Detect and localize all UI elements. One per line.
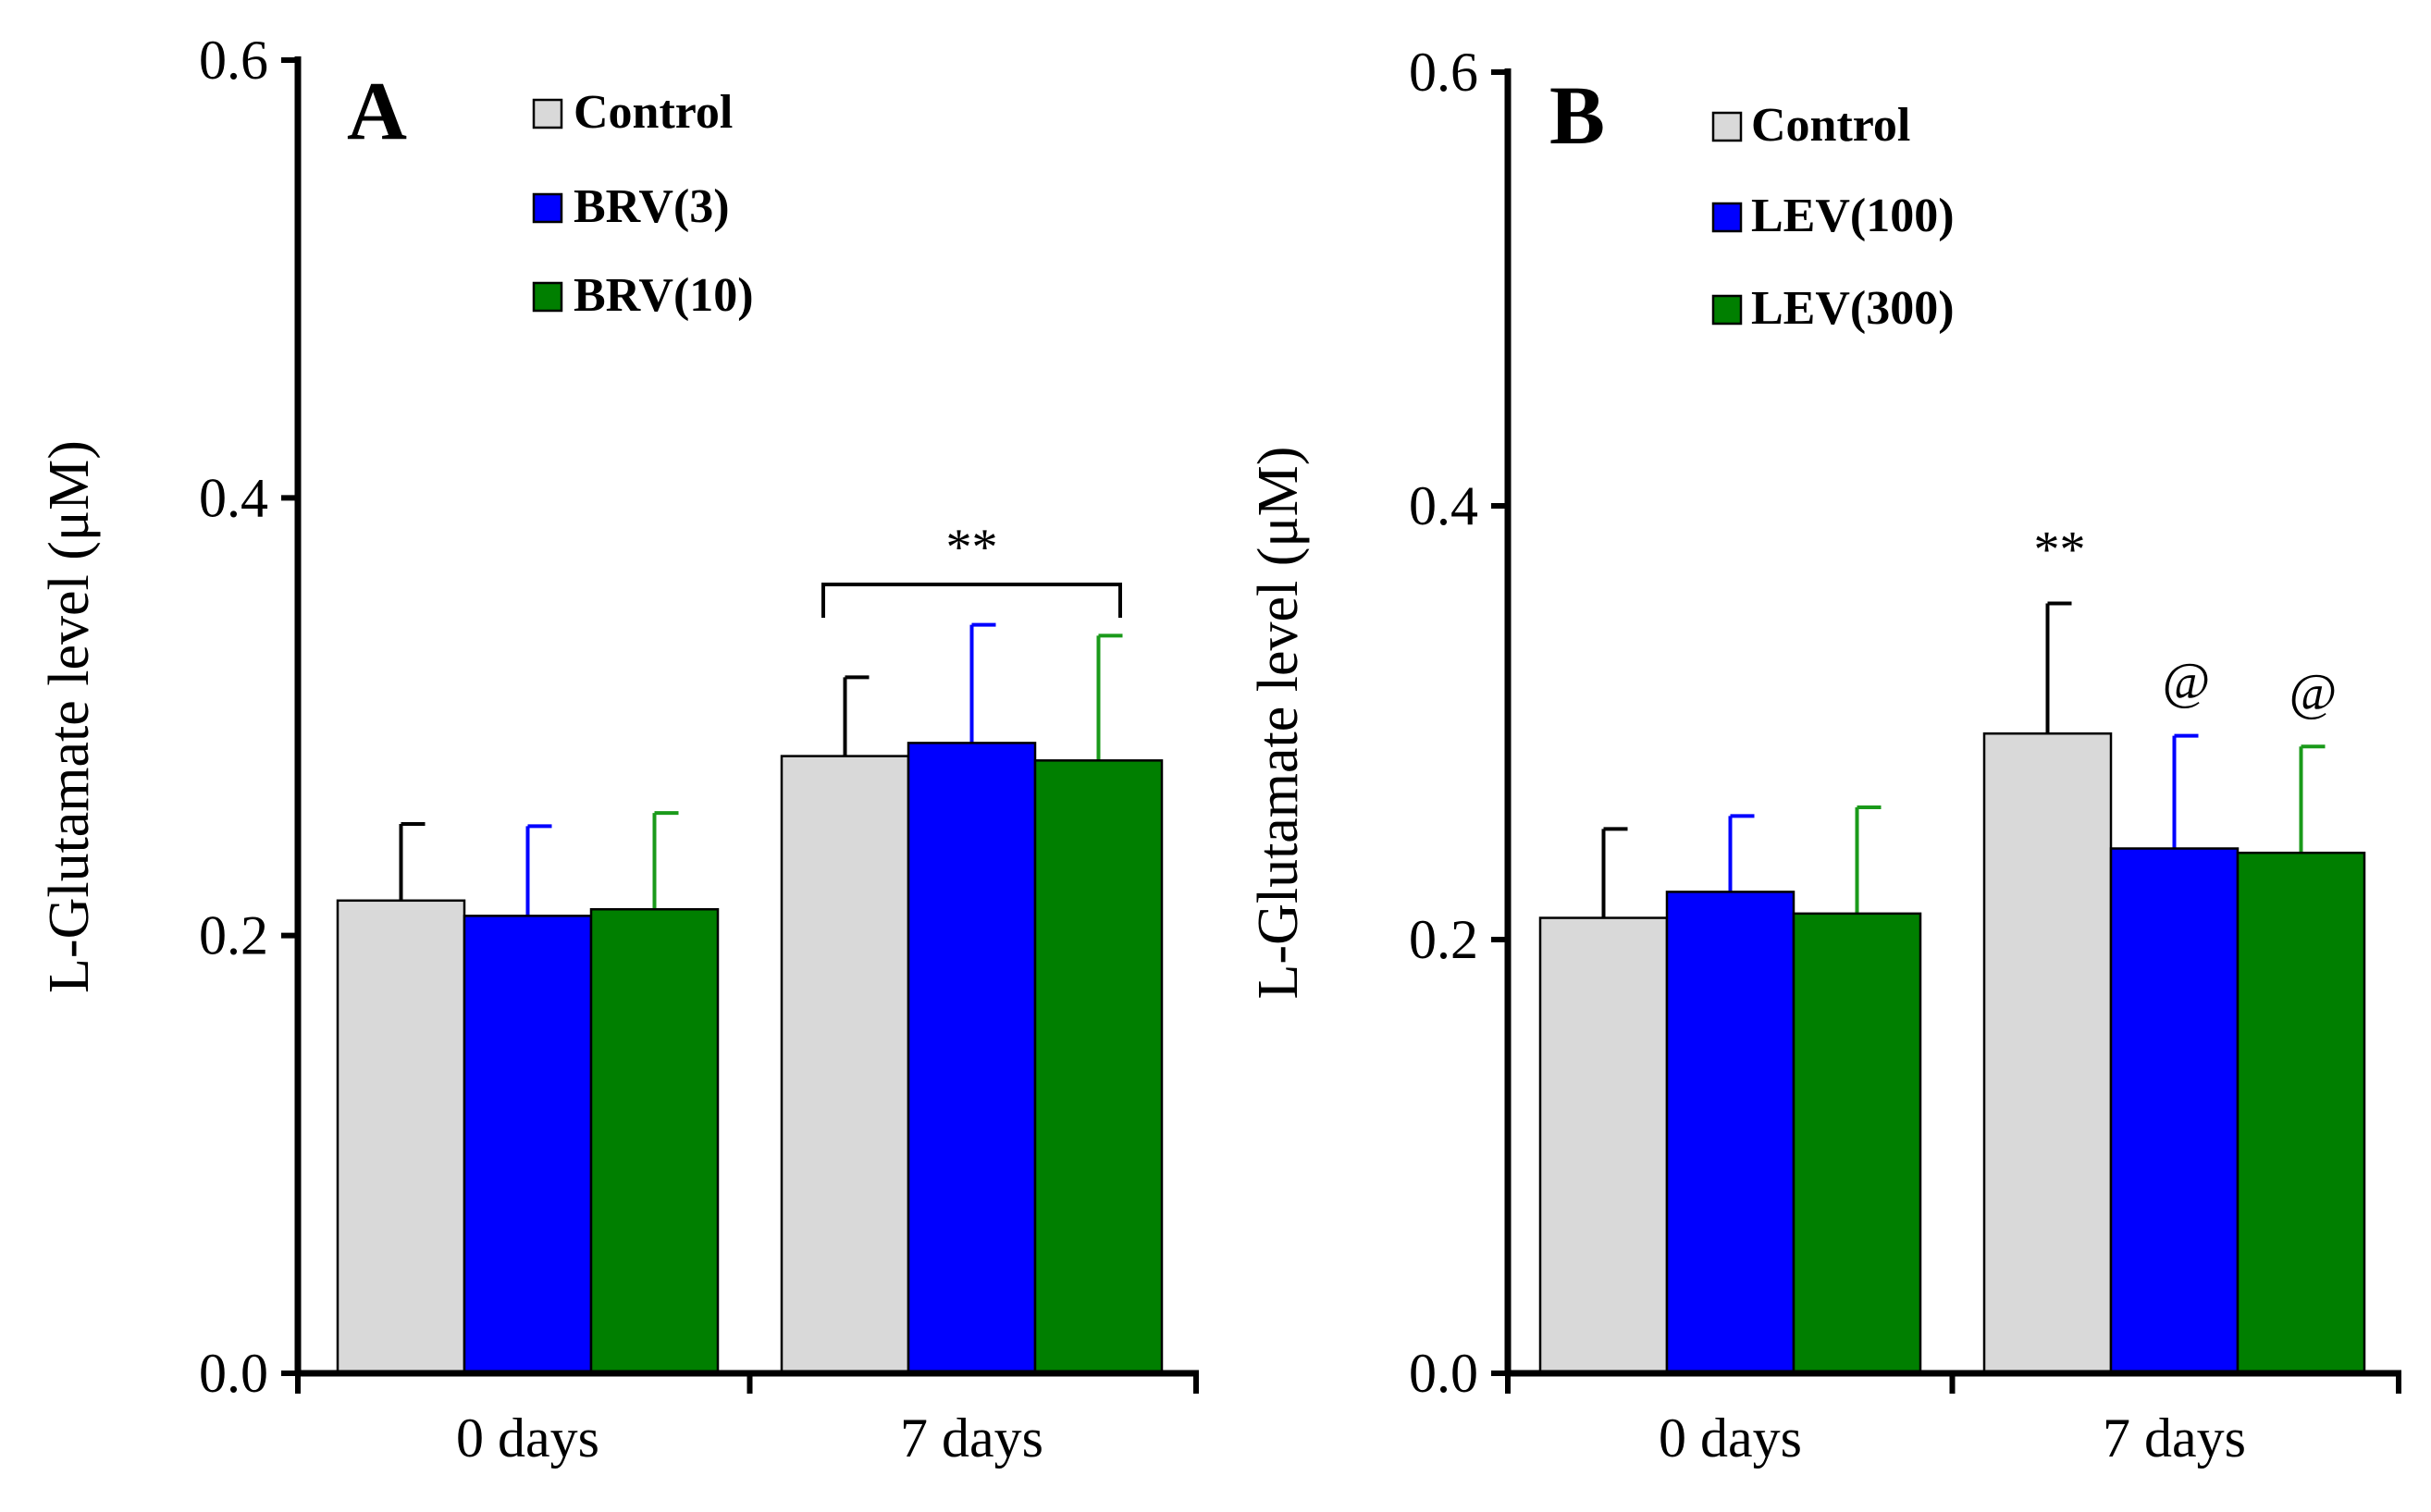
legend-swatch (532, 281, 563, 313)
significance-marker: @ (2163, 654, 2211, 711)
chart-panel-b: 0.0 0.2 0.4 0.6 0 days 7 days L-Glutamate leve… (1247, 42, 2401, 1469)
y-tick-label: 0.0 (1409, 1343, 1478, 1404)
legend-label: BRV(10) (574, 269, 754, 322)
significance-marker: ** (2034, 522, 2086, 579)
y-tick-label: 0.2 (199, 905, 268, 966)
y-tick-label: 0.0 (199, 1343, 268, 1404)
y-tick-label: 0.2 (1409, 909, 1478, 970)
significance-marker: @ (2289, 664, 2338, 721)
legend-label: LEV(100) (1751, 190, 1955, 242)
y-tick-label: 0.6 (1409, 42, 1478, 103)
bar (336, 899, 466, 1375)
legend-label: LEV(300) (1751, 282, 1955, 335)
x-tick-label: 7 days (2103, 1408, 2246, 1469)
x-tick-label: 0 days (1659, 1408, 1802, 1469)
bar (1982, 731, 2113, 1375)
bar (1033, 759, 1164, 1375)
bar (2236, 851, 2366, 1375)
bar (1792, 912, 1922, 1375)
legend-swatch (1711, 111, 1743, 142)
legend-swatch (1711, 202, 1743, 233)
legend-label: Control (574, 86, 733, 139)
bar (589, 908, 720, 1375)
significance-bracket (821, 583, 1122, 618)
legend-swatch (1711, 294, 1743, 326)
y-tick-label: 0.4 (199, 467, 268, 528)
bar (463, 915, 593, 1375)
x-tick-label: 7 days (900, 1408, 1043, 1469)
y-axis-title: L-Glutamate level (μM) (1247, 447, 1310, 1000)
legend-label: BRV(3) (574, 180, 730, 233)
panel-letter: A (347, 66, 407, 157)
legend-swatch (532, 98, 563, 129)
bar (2109, 847, 2240, 1375)
bar (780, 755, 910, 1375)
legend-label: Control (1751, 99, 1910, 152)
significance-marker: ** (946, 519, 998, 576)
bar (1538, 916, 1669, 1375)
bar (907, 742, 1037, 1375)
bar (1665, 891, 1795, 1375)
y-tick-label: 0.6 (199, 30, 268, 91)
panel-letter: B (1549, 70, 1605, 162)
chart-panel-a: 0.0 0.2 0.4 0.6 0 days 7 days L-Glutamate leve… (38, 30, 1199, 1469)
x-tick-label: 0 days (456, 1408, 599, 1469)
y-axis-title: L-Glutamate level (μM) (38, 440, 101, 993)
y-tick-label: 0.4 (1409, 475, 1478, 536)
legend-swatch (532, 192, 563, 224)
